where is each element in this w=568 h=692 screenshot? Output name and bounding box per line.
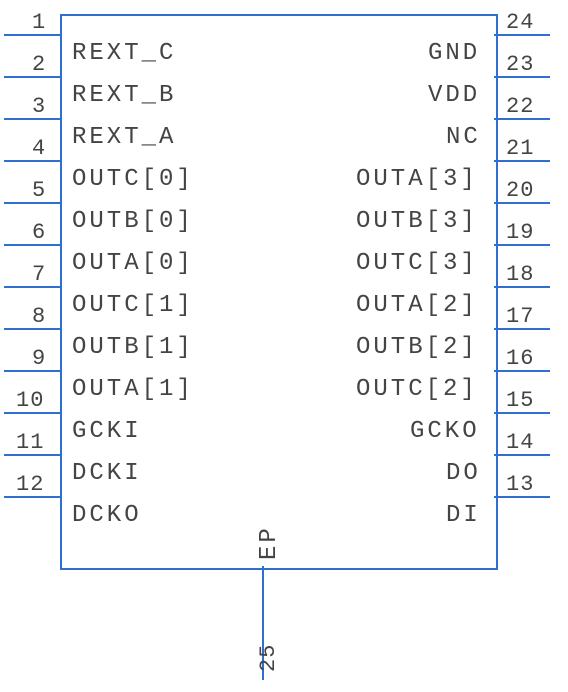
pin-label-2: REXT_B xyxy=(72,82,176,109)
pin-num-16: 16 xyxy=(506,346,534,371)
pin-num-23: 23 xyxy=(506,52,534,77)
pin-label-11: DCKI xyxy=(72,460,142,487)
pin-label-6: OUTA[0] xyxy=(72,250,194,277)
pin-label-7: OUTC[1] xyxy=(72,292,194,319)
pin-label-13: DI xyxy=(446,502,481,529)
pin-label-10: GCKI xyxy=(72,418,142,445)
pin-label-19: OUTC[3] xyxy=(356,250,478,277)
pin-label-23: VDD xyxy=(428,82,480,109)
pin-num-1: 1 xyxy=(32,10,46,35)
pin-num-6: 6 xyxy=(32,220,46,245)
pin-label-18: OUTA[2] xyxy=(356,292,478,319)
pin-label-12: DCKO xyxy=(72,502,142,529)
pin-label-21: OUTA[3] xyxy=(356,166,478,193)
pin-num-4: 4 xyxy=(32,136,46,161)
pin-num-22: 22 xyxy=(506,94,534,119)
pin-label-8: OUTB[1] xyxy=(72,334,194,361)
pin-num-19: 19 xyxy=(506,220,534,245)
pin-num-7: 7 xyxy=(32,262,46,287)
pin-num-20: 20 xyxy=(506,178,534,203)
pin-label-3: REXT_A xyxy=(72,124,176,151)
pin-label-22: NC xyxy=(446,124,481,151)
pin-num-18: 18 xyxy=(506,262,534,287)
pin-num-13: 13 xyxy=(506,472,534,497)
pin-num-2: 2 xyxy=(32,52,46,77)
pin-label-5: OUTB[0] xyxy=(72,208,194,235)
pin-num-5: 5 xyxy=(32,178,46,203)
pin-num-8: 8 xyxy=(32,304,46,329)
pin-num-21: 21 xyxy=(506,136,534,161)
pin-label-9: OUTA[1] xyxy=(72,376,194,403)
pin-label-14: DO xyxy=(446,460,481,487)
pin-label-24: GND xyxy=(428,40,480,67)
pin-num-14: 14 xyxy=(506,430,534,455)
pin-num-15: 15 xyxy=(506,388,534,413)
pin-label-1: REXT_C xyxy=(72,40,176,67)
pin-label-20: OUTB[3] xyxy=(356,208,478,235)
pin-num-12: 12 xyxy=(16,472,44,497)
pin-label-17: OUTB[2] xyxy=(356,334,478,361)
pin-label-15: GCKO xyxy=(410,418,480,445)
pin-num-10: 10 xyxy=(16,388,44,413)
pinout-diagram: 1 REXT_C 2 REXT_B 3 REXT_A 4 OUTC[0] 5 OUTB[0] 6 OU… xyxy=(0,0,568,692)
pin-num-25: 25 xyxy=(256,644,281,672)
pin-num-11: 11 xyxy=(16,430,44,455)
pin-num-3: 3 xyxy=(32,94,46,119)
pin-label-25: EP xyxy=(256,525,283,560)
pin-num-17: 17 xyxy=(506,304,534,329)
pin-label-4: OUTC[0] xyxy=(72,166,194,193)
pin-label-16: OUTC[2] xyxy=(356,376,478,403)
pin-num-24: 24 xyxy=(506,10,534,35)
pin-num-9: 9 xyxy=(32,346,46,371)
